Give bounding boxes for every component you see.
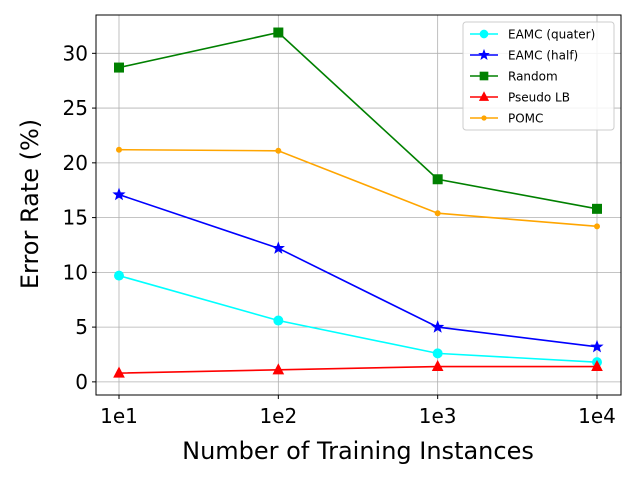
y-tick-label: 30 [63, 41, 88, 65]
data-point-eamc-quater [432, 348, 443, 359]
x-axis-label: Number of Training Instances [182, 437, 534, 465]
data-point-pomc [275, 147, 282, 154]
y-tick-label: 5 [75, 315, 88, 339]
series-line-random [118, 31, 598, 210]
y-tick-label: 25 [63, 96, 88, 120]
legend-label: POMC [508, 112, 543, 126]
legend: EAMC (quater) EAMC (half) Random Pseudo LB P… [462, 21, 615, 131]
series-line-pseudo-lb [118, 365, 597, 374]
series-pomc [116, 146, 600, 230]
data-point-pseudo-lb [272, 363, 285, 375]
legend-marker [479, 71, 489, 81]
y-tick-label: 10 [63, 260, 88, 284]
legend-label: Pseudo LB [508, 91, 570, 105]
series-random [114, 27, 602, 214]
legend-label: Random [508, 70, 558, 84]
legend-item-pseudo-lb: Pseudo LB [470, 91, 570, 105]
data-point-random [114, 62, 124, 73]
data-point-random [592, 203, 602, 214]
legend-box [462, 21, 615, 131]
series-pseudo-lb [113, 359, 603, 378]
legend-marker [481, 115, 487, 121]
x-axis-ticks: 1e1 1e2 1e3 1e4 [100, 395, 616, 428]
plot-frame [95, 14, 622, 396]
data-point-pseudo-lb [431, 359, 444, 372]
data-point-eamc-quater [273, 315, 284, 326]
y-axis-ticks: 0 5 10 15 20 25 30 [63, 41, 96, 394]
data-point-pomc [434, 210, 441, 217]
data-point-pseudo-lb [113, 366, 125, 378]
y-tick-label: 20 [63, 151, 88, 175]
legend-label: EAMC (quater) [508, 28, 595, 42]
data-point-pseudo-lb [591, 359, 603, 372]
data-point-eamc-half [590, 339, 604, 353]
legend-item-eamc-quater: EAMC (quater) [470, 28, 595, 42]
series-eamc-half [112, 187, 604, 353]
y-tick-label: 0 [75, 370, 88, 394]
data-point-random [432, 174, 443, 185]
legend-item-eamc-half: EAMC (half) [470, 49, 578, 63]
y-tick-label: 15 [63, 206, 88, 230]
x-tick-label: 1e2 [259, 404, 297, 428]
x-tick-label: 1e1 [100, 404, 138, 428]
data-point-eamc-quater [114, 270, 124, 281]
series-layer [112, 27, 604, 378]
x-tick-label: 1e4 [578, 404, 616, 428]
series-line-eamc-half [118, 193, 598, 348]
legend-marker [479, 29, 489, 39]
series-line-eamc-quater [118, 274, 598, 363]
series-line-pomc [118, 148, 598, 228]
legend-marker [478, 48, 490, 60]
x-tick-label: 1e3 [419, 404, 457, 428]
legend-item-random: Random [470, 70, 558, 84]
data-point-eamc-half [112, 187, 126, 201]
data-point-eamc-half [431, 320, 445, 333]
series-eamc-quater [114, 270, 602, 368]
data-point-pomc [116, 146, 122, 153]
data-point-eamc-half [271, 241, 285, 254]
legend-label: EAMC (half) [508, 49, 578, 63]
data-point-random [273, 27, 284, 38]
legend-marker [478, 91, 490, 101]
legend-item-pomc: POMC [470, 112, 543, 126]
y-axis-label: Error Rate (%) [16, 119, 44, 289]
data-point-pomc [594, 223, 600, 230]
